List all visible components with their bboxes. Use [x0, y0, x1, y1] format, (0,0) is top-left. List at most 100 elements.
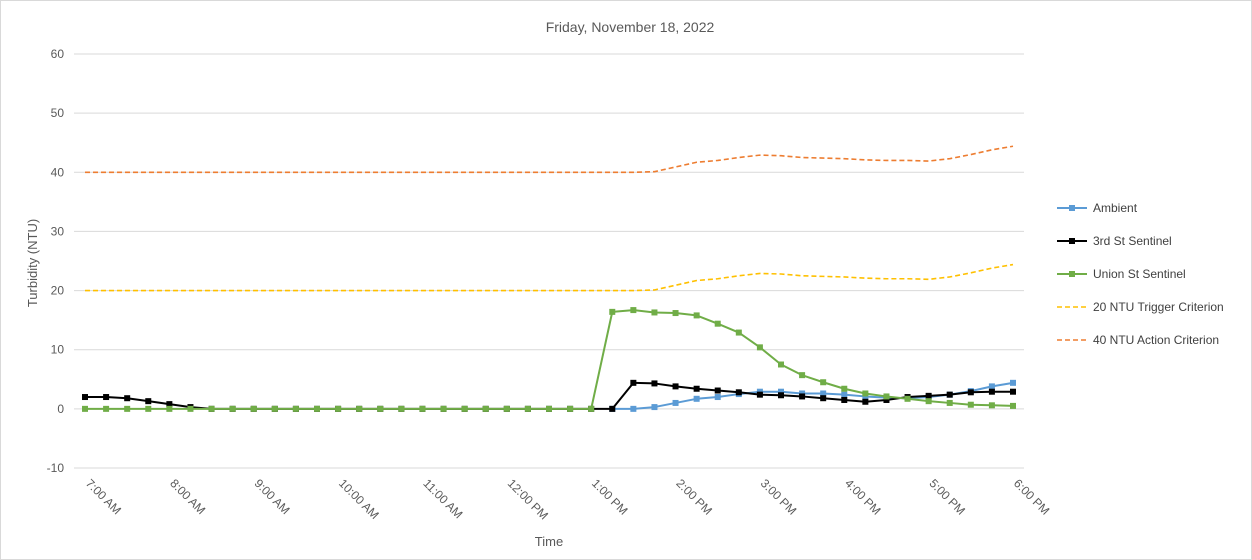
data-point [229, 405, 236, 412]
data-point [925, 392, 932, 399]
y-tick-label: 10 [51, 343, 65, 357]
data-point [883, 393, 890, 400]
data-point [630, 307, 637, 314]
series-20-ntu-trigger-criterion [85, 263, 1014, 292]
data-point [609, 405, 616, 412]
data-point [271, 405, 278, 412]
data-point [503, 405, 510, 412]
data-point [524, 405, 531, 412]
data-point [841, 396, 848, 403]
y-axis-ticks: -10 0 10 20 30 40 50 60 [47, 47, 65, 475]
data-point [735, 389, 742, 396]
data-point [335, 405, 342, 412]
data-point [567, 405, 574, 412]
legend-label: Ambient [1093, 201, 1138, 215]
data-point [124, 395, 131, 402]
data-point [672, 399, 679, 406]
data-point [799, 393, 806, 400]
data-point [82, 394, 88, 401]
data-point [904, 395, 911, 402]
legend-label: 3rd St Sentinel [1093, 234, 1172, 248]
data-point [377, 405, 384, 412]
data-point [714, 387, 721, 394]
data-point [208, 405, 215, 412]
legend: Ambient 3rd St Sentinel Union St Sentinel 2… [1057, 201, 1224, 347]
data-point [609, 308, 616, 315]
y-tick-label: 50 [51, 106, 65, 120]
data-point [651, 309, 658, 316]
data-point [314, 405, 320, 412]
data-point [841, 385, 848, 392]
data-point [419, 405, 426, 412]
data-point [187, 405, 194, 412]
data-point [398, 405, 405, 412]
data-point [651, 380, 658, 387]
y-tick-label: 60 [51, 47, 65, 61]
data-point [883, 396, 890, 403]
data-point [756, 344, 763, 351]
data-point [82, 405, 88, 412]
data-point [714, 394, 721, 401]
data-point [461, 405, 468, 412]
data-point [862, 398, 869, 405]
data-point [292, 405, 299, 412]
x-axis-title: Time [535, 534, 563, 549]
legend-label: Union St Sentinel [1093, 267, 1186, 281]
data-point [799, 372, 806, 379]
data-point [103, 394, 110, 401]
data-point [988, 388, 995, 395]
data-point [440, 405, 447, 412]
y-axis-title: Turbidity (NTU) [25, 219, 40, 307]
data-point [778, 388, 784, 395]
data-point [250, 405, 257, 412]
data-point [693, 312, 700, 319]
data-point [820, 390, 827, 397]
legend-item: 40 NTU Action Criterion [1057, 333, 1219, 347]
data-point [482, 405, 489, 412]
legend-item: Ambient [1057, 201, 1138, 215]
y-tick-label: 20 [51, 284, 65, 298]
y-tick-label: -10 [47, 461, 65, 475]
data-point [820, 379, 827, 386]
data-point [356, 405, 363, 412]
series-lines [82, 145, 1016, 412]
legend-marker [1069, 271, 1075, 277]
data-point [145, 398, 152, 405]
series-line [85, 263, 1014, 292]
data-point [651, 404, 658, 411]
legend-item: 20 NTU Trigger Criterion [1057, 300, 1224, 314]
legend-item: Union St Sentinel [1057, 267, 1186, 281]
data-point [1010, 379, 1016, 386]
data-point [124, 405, 131, 412]
data-point [672, 383, 679, 390]
data-point [630, 379, 637, 386]
data-point [1010, 388, 1016, 395]
data-point [756, 391, 763, 398]
data-point [693, 395, 700, 402]
data-point [630, 405, 637, 412]
data-point [103, 405, 110, 412]
data-point [841, 391, 848, 398]
series-union-st-sentinel [82, 307, 1016, 412]
legend-label: 20 NTU Trigger Criterion [1093, 300, 1224, 314]
data-point [546, 405, 552, 412]
series-40-ntu-action-criterion [85, 145, 1014, 174]
data-point [778, 392, 784, 399]
y-tick-label: 30 [51, 224, 65, 238]
data-point [862, 390, 869, 397]
data-point [967, 389, 974, 396]
data-point [714, 320, 721, 327]
data-point [820, 395, 827, 402]
data-point [145, 405, 152, 412]
series-line [85, 145, 1014, 174]
legend-item: 3rd St Sentinel [1057, 234, 1172, 248]
data-point [1010, 402, 1016, 409]
data-point [693, 385, 700, 392]
data-point [166, 405, 173, 412]
data-point [988, 402, 995, 409]
data-point [672, 310, 679, 317]
legend-marker [1069, 205, 1075, 211]
